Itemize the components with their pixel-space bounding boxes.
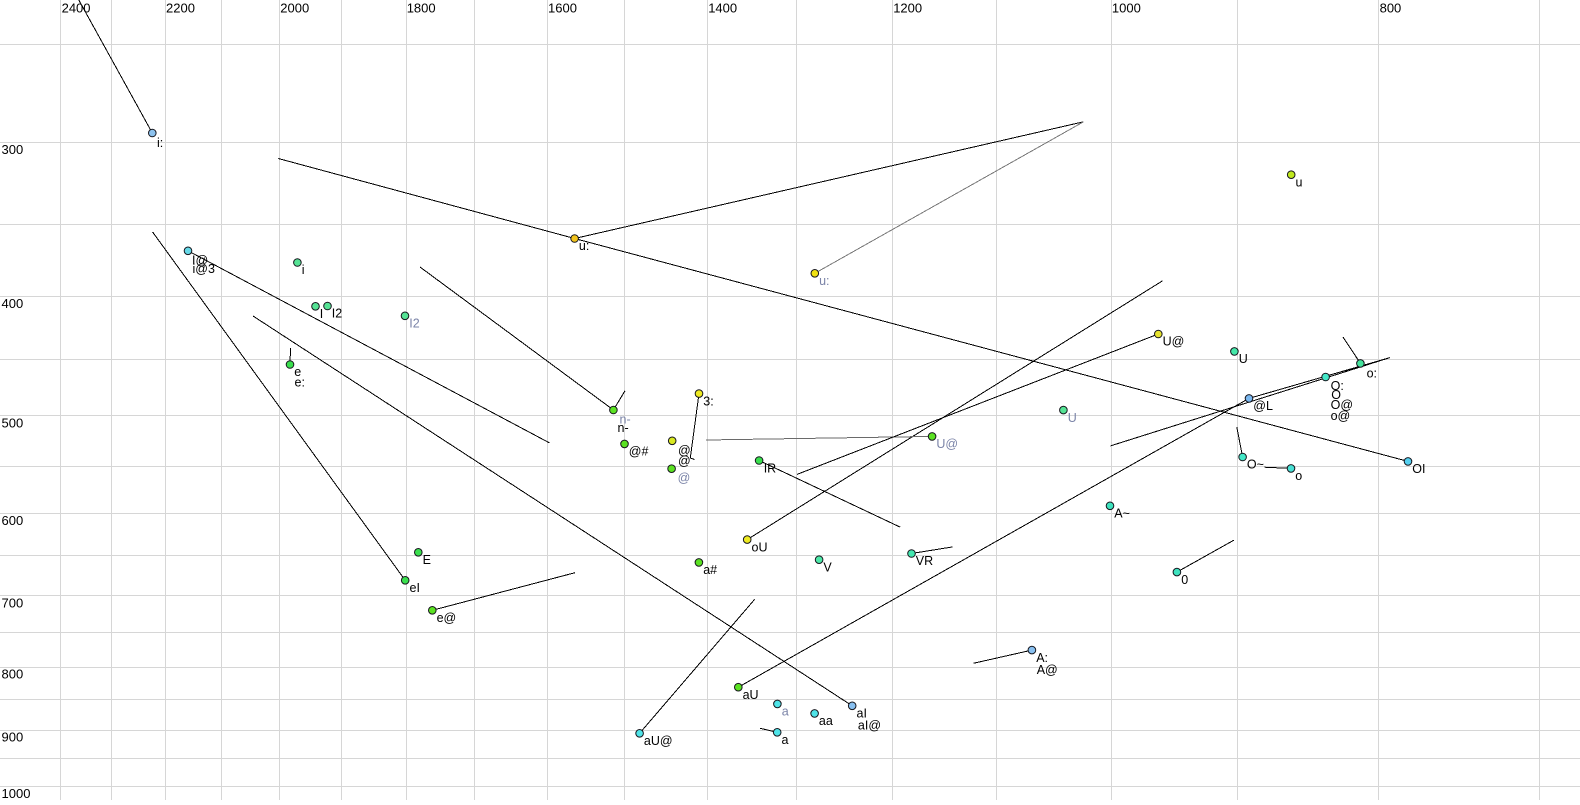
svg-text:IR: IR <box>764 462 777 476</box>
svg-text:i:: i: <box>157 136 163 150</box>
svg-text:O:: O: <box>1331 379 1344 393</box>
svg-text:o:: o: <box>1367 366 1377 380</box>
svg-text:U@: U@ <box>936 437 958 451</box>
svg-text:U: U <box>1068 411 1077 425</box>
svg-text:2400: 2400 <box>62 0 91 15</box>
svg-text:u:: u: <box>579 239 589 253</box>
svg-text:e: e <box>294 365 301 379</box>
svg-text:aU@: aU@ <box>644 734 673 748</box>
svg-text:1000: 1000 <box>2 786 31 800</box>
svg-text:O~: O~ <box>1247 458 1264 472</box>
svg-text:@: @ <box>678 454 691 468</box>
svg-text:3:: 3: <box>703 394 713 408</box>
svg-text:1000: 1000 <box>1112 0 1141 15</box>
svg-text:a#: a# <box>703 563 717 577</box>
svg-text:1400: 1400 <box>708 0 737 15</box>
svg-text:300: 300 <box>2 142 24 157</box>
svg-text:I2: I2 <box>332 307 342 321</box>
svg-text:O: O <box>1331 388 1341 402</box>
svg-text:aU: aU <box>743 688 759 702</box>
svg-text:i: i <box>302 263 305 277</box>
svg-text:u:: u: <box>819 274 829 288</box>
svg-text:OI: OI <box>1412 462 1425 476</box>
svg-text:i@3: i@3 <box>193 262 215 276</box>
svg-text:@L: @L <box>1253 399 1273 413</box>
svg-text:o: o <box>1295 469 1302 483</box>
svg-text:o@: o@ <box>1331 409 1351 423</box>
svg-text:n-: n- <box>620 413 631 427</box>
svg-text:V: V <box>823 560 832 574</box>
svg-text:0: 0 <box>1181 573 1188 587</box>
svg-text:a: a <box>782 705 789 719</box>
svg-text:aa: aa <box>819 714 833 728</box>
svg-text:n-: n- <box>618 421 629 435</box>
svg-text:aI: aI <box>857 707 867 721</box>
svg-text:I@: I@ <box>192 254 208 268</box>
svg-text:2200: 2200 <box>166 0 195 15</box>
svg-text:I: I <box>320 307 323 321</box>
svg-text:600: 600 <box>2 513 24 528</box>
svg-text:e:: e: <box>295 376 305 390</box>
svg-text:E: E <box>423 553 431 567</box>
svg-text:aI@: aI@ <box>858 719 881 733</box>
svg-text:e@: e@ <box>437 611 457 625</box>
svg-text:@: @ <box>678 471 691 485</box>
svg-text:@: @ <box>678 444 691 458</box>
svg-text:1200: 1200 <box>893 0 922 15</box>
svg-text:900: 900 <box>2 730 24 745</box>
svg-text:eI: eI <box>410 581 420 595</box>
svg-text:I2: I2 <box>409 317 419 331</box>
svg-text:400: 400 <box>2 296 24 311</box>
svg-text:O@: O@ <box>1331 398 1353 412</box>
svg-text:U: U <box>1239 352 1248 366</box>
svg-text:A~: A~ <box>1114 507 1130 521</box>
svg-text:u: u <box>1296 175 1303 189</box>
svg-text:800: 800 <box>2 667 24 682</box>
svg-text:2000: 2000 <box>280 0 309 15</box>
svg-text:A@: A@ <box>1037 663 1058 677</box>
svg-text:oU: oU <box>752 540 768 554</box>
svg-text:500: 500 <box>2 415 24 430</box>
svg-text:1800: 1800 <box>407 0 436 15</box>
svg-text:1600: 1600 <box>548 0 577 15</box>
svg-text:U@: U@ <box>1163 335 1185 349</box>
svg-text:700: 700 <box>2 595 24 610</box>
svg-text:a: a <box>782 733 789 747</box>
svg-text:@#: @# <box>629 445 649 459</box>
svg-text:A:: A: <box>1036 651 1048 665</box>
svg-text:VR: VR <box>916 554 933 568</box>
svg-text:800: 800 <box>1380 0 1402 15</box>
